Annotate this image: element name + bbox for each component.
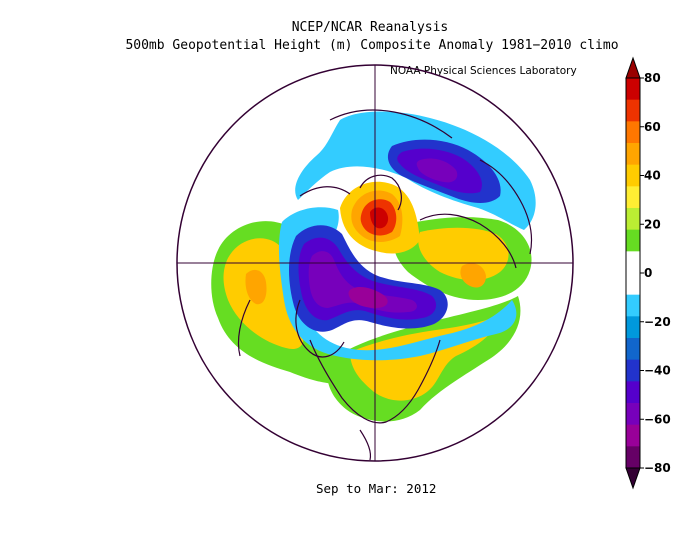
colorbar-max-arrow (625, 56, 641, 79)
colorbar-segment (626, 338, 640, 361)
colorbar-segment (626, 251, 640, 274)
colorbar-segment (626, 164, 640, 187)
colorbar-segment (626, 229, 640, 252)
colorbar-segments (625, 56, 641, 490)
anomaly-eurasia-yellow (418, 227, 509, 281)
period-label: Sep to Mar: 2012 (316, 481, 437, 496)
colorbar-tick-label: 40 (644, 169, 661, 183)
colorbar-tick-label: −20 (644, 315, 671, 329)
colorbar-tick-label: 60 (644, 120, 661, 134)
anomaly-cyan-west (278, 207, 517, 361)
colorbar-segment (626, 403, 640, 426)
colorbar-tick-label: 80 (644, 71, 661, 85)
colorbar-tick-label: 20 (644, 217, 661, 231)
colorbar-tick-label: −40 (644, 364, 671, 378)
chart-title: NCEP/NCAR Reanalysis (291, 20, 449, 35)
colorbar-segment (626, 294, 640, 317)
colorbar-segment (626, 273, 640, 296)
colorbar-segment (626, 316, 640, 339)
colorbar-tick-label: −60 (644, 412, 671, 426)
colorbar-segment (626, 99, 640, 122)
colorbar-ticks: 80 60 40 20 0 −20 −40 −60 −80 (640, 71, 671, 475)
anomaly-polar-violet (308, 251, 417, 313)
colorbar-segment (626, 78, 640, 101)
colorbar-segment (626, 208, 640, 231)
colorbar-segment (626, 121, 640, 144)
colorbar-segment (626, 446, 640, 469)
map-border (176, 64, 574, 462)
anomaly-polar-magenta (348, 287, 388, 308)
colorbar-segment (626, 186, 640, 209)
anomaly-eurasia-orange (460, 263, 486, 288)
colorbar-tick-label: −80 (644, 461, 671, 475)
anomaly-field (211, 109, 536, 461)
colorbar-segment (626, 359, 640, 382)
colorbar-tick-label: 0 (644, 266, 652, 280)
colorbar-min-arrow (625, 467, 641, 490)
chart-subtitle: 500mb Geopotential Height (m) Composite … (125, 38, 619, 53)
anomaly-pacific-orange (245, 269, 267, 305)
colorbar-segment (626, 424, 640, 447)
coastlines (237, 109, 533, 461)
anomaly-asia-violet (416, 158, 458, 183)
colorbar-segment (626, 381, 640, 404)
credit-label: NOAA Physical Sciences Laboratory (390, 65, 577, 77)
colorbar-segment (626, 143, 640, 166)
